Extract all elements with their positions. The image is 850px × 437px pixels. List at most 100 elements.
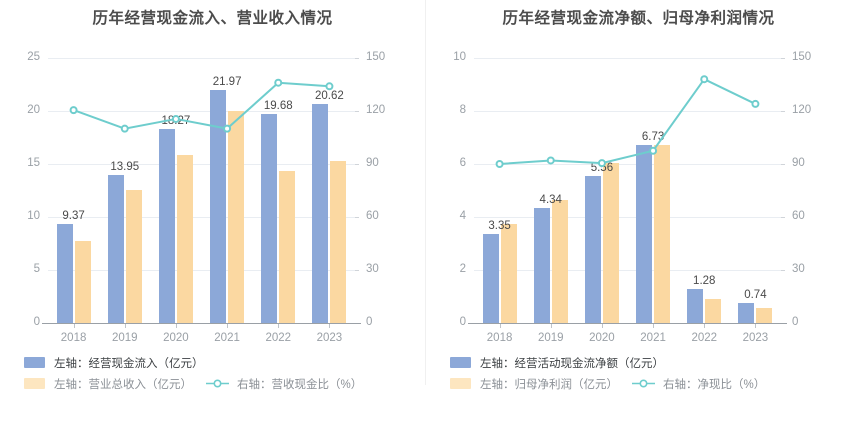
y-axis-tick-label: 10 (453, 51, 466, 63)
legend-line[interactable]: 右轴：营收现金比（%） (206, 376, 362, 392)
bar-series-primary[interactable] (312, 104, 329, 323)
bar-series-secondary[interactable] (330, 160, 347, 323)
legend-row: 左轴：归母净利润（亿元） 右轴：净现比（%） (426, 373, 850, 394)
bar-series-primary[interactable] (158, 129, 175, 323)
x-axis-tick-mark (227, 324, 229, 328)
bar-data-label: 21.97 (212, 76, 242, 89)
legend-label: 左轴：营业总收入（亿元） (54, 378, 192, 391)
x-axis-tick-mark (704, 324, 706, 328)
y-axis-tick-label: 5 (33, 263, 40, 275)
bar-data-label: 6.73 (641, 130, 665, 143)
line-marker-icon (632, 379, 655, 388)
y2-axis-tick-mark (355, 58, 359, 59)
x-axis-tick-mark (755, 324, 757, 328)
y2-axis-tick-label: 0 (366, 316, 373, 328)
y-axis-tick-label: 4 (459, 210, 466, 222)
y2-axis-tick-mark (781, 217, 785, 218)
y2-axis-tick-mark (355, 164, 359, 165)
bar-series-primary[interactable] (738, 303, 755, 323)
bar-series-primary[interactable] (107, 175, 124, 323)
y-axis-tick-label: 15 (27, 157, 40, 169)
legend-swatch-blue-icon (450, 357, 471, 368)
bar-series-secondary[interactable] (602, 162, 619, 323)
bar-series-secondary[interactable] (500, 224, 517, 323)
x-axis-tick-label: 2020 (589, 332, 615, 344)
y-axis-tick-label: 6 (459, 157, 466, 169)
line-marker-icon (206, 379, 229, 388)
x-axis-tick-label: 2021 (214, 332, 240, 344)
bar-series-secondary[interactable] (756, 307, 773, 323)
y2-axis-tick-label: 150 (366, 51, 386, 63)
legend-swatch-orange-icon (450, 378, 471, 389)
x-axis-tick-label: 2023 (316, 332, 343, 344)
y2-axis-tick-mark (355, 111, 359, 112)
bar-data-label: 20.62 (315, 90, 344, 103)
y-axis-tick-label: 2 (459, 263, 466, 275)
bar-series-secondary[interactable] (228, 111, 245, 323)
x-axis-tick-label: 2022 (691, 332, 718, 344)
x-axis-tick-mark (329, 324, 331, 328)
bar-series-secondary[interactable] (551, 199, 568, 323)
bar-series-secondary[interactable] (654, 144, 671, 323)
bar-series-primary[interactable] (56, 223, 73, 323)
legend-line[interactable]: 右轴：净现比（%） (632, 376, 765, 392)
y2-axis-tick-label: 90 (366, 157, 379, 169)
legend-blue-bars[interactable]: 左轴：经营现金流入（亿元） (24, 355, 204, 371)
y2-axis-tick-label: 60 (366, 210, 379, 222)
x-axis-tick-label: 2020 (163, 332, 189, 344)
legend-label: 右轴：净现比（%） (663, 378, 766, 391)
bar-data-label: 0.74 (744, 289, 767, 302)
bar-series-primary[interactable] (210, 90, 227, 323)
y2-axis-tick-label: 90 (792, 157, 805, 169)
legend-orange-bars[interactable]: 左轴：营业总收入（亿元） (24, 376, 192, 392)
y-axis-tick-label: 25 (27, 51, 40, 63)
legend-row: 左轴：经营活动现金流净额（亿元） (426, 352, 850, 373)
y2-axis-tick-mark (781, 58, 785, 59)
bar-data-label: 4.34 (539, 193, 562, 206)
y-axis-tick-label: 0 (33, 316, 40, 328)
y2-axis-tick-label: 150 (792, 51, 812, 63)
y2-axis-tick-label: 120 (366, 104, 386, 116)
y2-axis-tick-label: 120 (792, 104, 812, 116)
y2-axis-tick-label: 30 (366, 263, 379, 275)
bar-series-primary[interactable] (584, 175, 601, 323)
legend-row: 左轴：经营现金流入（亿元） (0, 352, 425, 373)
legend-blue-bars[interactable]: 左轴：经营活动现金流净额（亿元） (450, 355, 664, 371)
x-axis-tick-label: 2019 (537, 332, 564, 344)
gridline (48, 270, 355, 271)
legend-label: 左轴：归母净利润（亿元） (480, 378, 618, 391)
gridline (48, 164, 355, 165)
chart-panel-net-cash-flow: 历年经营现金流净额、归母净利润情况 0 2 4 6 8 10 0 30 60 90 120 150 3.… (425, 0, 850, 437)
x-axis-tick-mark (499, 324, 501, 328)
y2-axis-tick-label: 0 (792, 316, 799, 328)
y2-axis-tick-mark (355, 217, 359, 218)
y2-axis-tick-mark (781, 111, 785, 112)
plot-area: 0 2 4 6 8 10 0 30 60 90 120 150 3.35 2018 4.34 2019 5.56… (426, 0, 850, 360)
bar-series-secondary[interactable] (125, 190, 142, 323)
bar-series-primary[interactable] (482, 234, 499, 323)
bar-series-primary[interactable] (261, 114, 278, 323)
y2-axis-tick-label: 60 (792, 210, 805, 222)
gridline (474, 58, 781, 59)
y2-axis-tick-mark (355, 270, 359, 271)
x-axis-tick-mark (175, 324, 177, 328)
plot-area: 0 5 10 15 20 25 0 30 60 90 120 150 9.37 2018 13.95 2019… (0, 0, 425, 360)
bar-series-secondary[interactable] (74, 240, 91, 323)
x-axis-tick-mark (278, 324, 280, 328)
bar-series-secondary[interactable] (279, 171, 296, 323)
x-axis-tick-label: 2023 (742, 332, 769, 344)
bar-data-label: 3.35 (488, 220, 511, 233)
bar-series-primary[interactable] (636, 144, 653, 323)
bar-series-primary[interactable] (687, 289, 704, 323)
y-axis-tick-label: 20 (27, 104, 40, 116)
x-axis-tick-label: 2022 (265, 332, 292, 344)
bar-series-secondary[interactable] (705, 298, 722, 323)
legend-orange-bars[interactable]: 左轴：归母净利润（亿元） (450, 376, 618, 392)
gridline (474, 217, 781, 218)
bar-data-label: 5.56 (590, 161, 614, 174)
bar-data-label: 1.28 (693, 275, 716, 288)
bar-series-secondary[interactable] (176, 155, 193, 323)
y-axis-tick-label: 8 (459, 104, 466, 116)
bar-series-primary[interactable] (533, 208, 550, 323)
